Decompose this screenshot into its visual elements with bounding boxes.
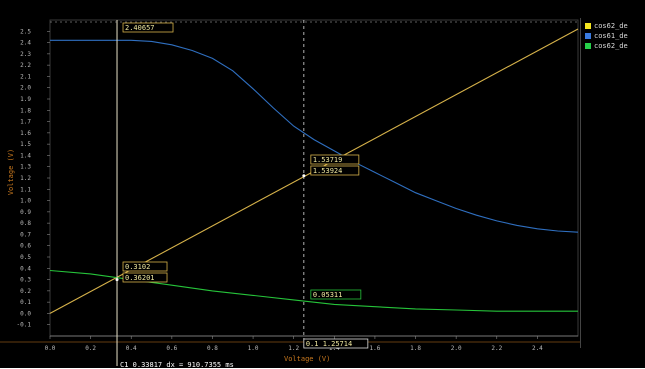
y-tick-label: 1.2 — [20, 175, 31, 182]
y-tick-label: 1.8 — [20, 107, 31, 114]
legend-label: cos61_de — [594, 32, 628, 40]
y-tick-label: 0.1 — [20, 299, 31, 306]
x-tick-label: 0.8 — [207, 345, 218, 352]
x-tick-label: 0.6 — [166, 345, 177, 352]
x-axis-label: Voltage (V) — [284, 355, 331, 363]
x-tick-label: 2.4 — [532, 345, 543, 352]
x-tick-label: 1.8 — [410, 345, 421, 352]
y-tick-label: 2.4 — [20, 40, 31, 47]
y-tick-label: 1.9 — [20, 96, 31, 103]
cursor-a-orange-label-box — [122, 261, 168, 272]
y-tick-label: 0.2 — [20, 288, 31, 295]
legend-swatch — [585, 23, 591, 29]
cursor-a-green-label: 0.36201 — [125, 274, 155, 282]
legend-swatch — [585, 43, 591, 49]
cursor-b-green-label-box — [310, 289, 362, 300]
cursor-a-top-label-box — [122, 22, 174, 33]
x-tick-label: 1.6 — [370, 345, 381, 352]
cursor-b-orange-label: 1.53719 — [313, 156, 343, 164]
y-tick-label: 2.1 — [20, 73, 31, 80]
y-tick-label: 0.9 — [20, 209, 31, 216]
cursor-b-intersection-dot — [302, 174, 306, 178]
y-tick-label: 1.5 — [20, 141, 31, 148]
x-tick-label: 0.2 — [85, 345, 96, 352]
legend-swatch — [585, 33, 591, 39]
series-line-blue — [50, 39, 579, 233]
cursor-status-readout: C1 0.33817 dx = 910.7355 ms — [120, 361, 234, 369]
x-tick-label: 1.4 — [329, 345, 340, 352]
legend-label: cos62_de — [594, 22, 628, 30]
y-tick-label: 0.0 — [20, 310, 31, 317]
cursor-a-intersection-dot — [115, 278, 119, 282]
tick-layer: 2.5 2.4 2.3 2.2 2.1 2.0 1.9 1.8 1.7 1.6 1.5 1.4 1.3 1… — [17, 28, 544, 352]
y-tick-label: 1.3 — [20, 164, 31, 171]
cursor-b-x-readout: 0.1 1.25714 — [306, 340, 352, 348]
cursor-b-blue-label: 1.53924 — [313, 167, 343, 175]
y-tick-label: 0.5 — [20, 254, 31, 261]
x-tick-label: 2.2 — [491, 345, 502, 352]
cursor-b-blue-label-box — [310, 165, 360, 176]
cursor-b-orange-label-box — [310, 154, 360, 165]
y-tick-label: 1.4 — [20, 152, 31, 159]
y-tick-label: 0.8 — [20, 220, 31, 227]
y-tick-label: 1.1 — [20, 186, 31, 193]
y-tick-label: -0.1 — [17, 322, 32, 329]
legend-item-blue[interactable]: cos61_de — [585, 32, 645, 41]
cursor-layer — [50, 20, 578, 366]
x-tick-label: 2.0 — [451, 345, 462, 352]
cursor-b-green-label: 0.05311 — [313, 291, 343, 299]
y-tick-label: 0.4 — [20, 265, 31, 272]
cursor-a-orange-label: 0.3102 — [125, 263, 150, 271]
y-axis-label: Voltage (V) — [7, 148, 16, 196]
y-tick-label: 0.6 — [20, 243, 31, 250]
y-tick-label: 2.5 — [20, 28, 31, 35]
y-tick-label: 1.7 — [20, 119, 31, 126]
x-tick-label: 0.4 — [126, 345, 137, 352]
marker-layer: 2.40657 1.53719 1.53924 0.3102 0.36201 0.0531… — [115, 22, 369, 349]
x-tick-label: 1.0 — [248, 345, 259, 352]
y-tick-label: 2.0 — [20, 85, 31, 92]
cursor-a-top-label: 2.40657 — [125, 24, 155, 32]
y-tick-label: 0.7 — [20, 231, 31, 238]
y-tick-label: 2.3 — [20, 51, 31, 58]
legend: cos62_de cos61_de cos62_de — [580, 18, 645, 348]
cursor-b-x-readout-box — [303, 338, 369, 349]
y-tick-label: 2.2 — [20, 62, 31, 69]
x-tick-label: 0.0 — [45, 345, 56, 352]
legend-item-green[interactable]: cos62_de — [585, 42, 645, 51]
y-tick-label: 1.6 — [20, 130, 31, 137]
legend-label: cos62_de — [594, 42, 628, 50]
plot-frame — [49, 19, 579, 337]
y-tick-label: 1.0 — [20, 198, 31, 205]
cursor-a-green-label-box — [122, 272, 168, 283]
x-tick-label: 1.2 — [288, 345, 299, 352]
y-tick-label: 0.3 — [20, 277, 31, 284]
legend-item-orange[interactable]: cos62_de — [585, 22, 645, 31]
